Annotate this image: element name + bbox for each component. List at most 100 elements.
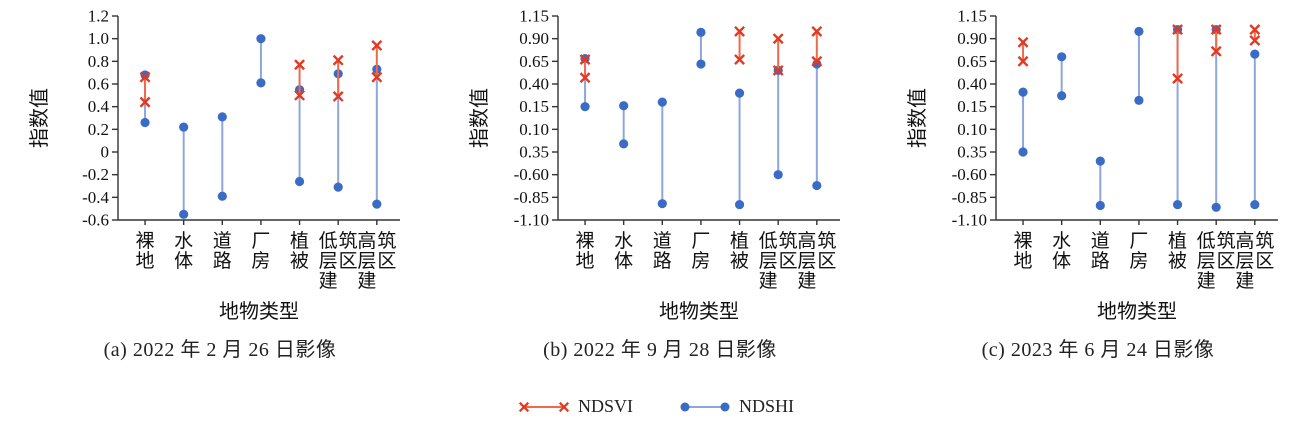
series-ndsvi <box>139 40 383 108</box>
chart-panel-b: 1.15 0.90 0.65 0.40 0.15 0.10 0.35 -0.60 -0.85 -1… <box>440 0 880 361</box>
legend-item-ndsvi: NDSVI <box>518 396 633 417</box>
svg-text:-1.10: -1.10 <box>952 211 987 230</box>
svg-text:层: 层 <box>797 251 816 272</box>
legend-label-ndshi: NDSHI <box>739 396 795 416</box>
svg-text:建: 建 <box>759 270 778 292</box>
chart-b-caption: (b) 2022 年 9 月 28 日影像 <box>543 339 777 361</box>
svg-text:水: 水 <box>614 230 633 252</box>
svg-text:区: 区 <box>1217 251 1236 272</box>
chart-c-plot: 1.15 0.90 0.65 0.40 0.15 0.10 0.35 -0.60 -0.85 -1… <box>906 7 1278 323</box>
svg-text:筑: 筑 <box>1255 230 1274 252</box>
svg-text:筑: 筑 <box>377 230 396 252</box>
svg-text:-1.10: -1.10 <box>514 211 549 230</box>
svg-text:建: 建 <box>357 270 376 292</box>
svg-text:0.40: 0.40 <box>519 75 549 94</box>
svg-text:-0.60: -0.60 <box>514 165 549 184</box>
chart-a-caption: (a) 2022 年 2 月 26 日影像 <box>103 339 337 361</box>
svg-text:0.90: 0.90 <box>957 29 987 48</box>
svg-text:0: 0 <box>101 143 110 162</box>
svg-text:路: 路 <box>213 250 232 272</box>
svg-text:水: 水 <box>1052 230 1071 252</box>
x-axis-title: 地物类型 <box>219 300 299 323</box>
svg-text:-0.60: -0.60 <box>952 165 987 184</box>
svg-text:层: 层 <box>1197 251 1216 272</box>
svg-text:被: 被 <box>730 250 749 272</box>
svg-text:道: 道 <box>1091 230 1110 252</box>
svg-text:地: 地 <box>136 250 155 272</box>
chart-panel-a: 1.2 1.0 0.8 0.6 0.4 0.2 0 -0.2 -0.4 -0.6 裸地水体道路厂房植… <box>0 0 440 361</box>
svg-text:0.10: 0.10 <box>957 120 987 139</box>
svg-text:低: 低 <box>759 230 778 252</box>
svg-text:0.2: 0.2 <box>88 120 109 139</box>
x-axis-title: 地物类型 <box>659 300 739 323</box>
svg-text:0.15: 0.15 <box>957 97 987 116</box>
svg-text:层: 层 <box>1235 251 1254 272</box>
svg-text:-0.6: -0.6 <box>82 211 109 230</box>
svg-text:地: 地 <box>1014 250 1033 272</box>
svg-text:-0.4: -0.4 <box>82 188 109 207</box>
svg-text:水: 水 <box>174 230 193 252</box>
series-ndshi <box>580 27 822 210</box>
y-axis-title: 指数值 <box>28 88 51 148</box>
svg-text:房: 房 <box>251 250 270 272</box>
svg-text:-0.85: -0.85 <box>514 188 549 207</box>
axes <box>552 15 840 225</box>
y-tick-labels: 1.15 0.90 0.65 0.40 0.15 0.10 0.35 -0.60 -0.85 -1… <box>514 7 549 230</box>
legend-item-ndshi: NDSHI <box>679 396 794 417</box>
y-axis-title: 指数值 <box>468 88 491 148</box>
series-ndshi <box>1018 25 1260 212</box>
svg-text:0.65: 0.65 <box>957 52 987 71</box>
svg-text:体: 体 <box>174 250 193 272</box>
svg-text:被: 被 <box>290 250 309 272</box>
series-ndshi <box>140 34 382 219</box>
svg-text:筑: 筑 <box>1217 230 1236 252</box>
svg-text:0.15: 0.15 <box>519 97 549 116</box>
svg-text:被: 被 <box>1168 250 1187 272</box>
axes <box>112 15 400 225</box>
svg-text:区: 区 <box>377 251 396 272</box>
svg-text:房: 房 <box>691 250 710 272</box>
svg-text:0.35: 0.35 <box>519 143 549 162</box>
svg-text:高: 高 <box>797 230 816 252</box>
svg-text:植: 植 <box>290 230 309 252</box>
svg-text:1.0: 1.0 <box>88 29 109 48</box>
chart-legend: NDSVI NDSHI <box>446 396 866 417</box>
chart-a-plot: 1.2 1.0 0.8 0.6 0.4 0.2 0 -0.2 -0.4 -0.6 裸地水体道路厂房植… <box>28 7 400 323</box>
svg-text:低: 低 <box>1197 230 1216 252</box>
svg-text:层: 层 <box>759 251 778 272</box>
svg-text:-0.2: -0.2 <box>82 165 109 184</box>
legend-label-ndsvi: NDSVI <box>577 396 633 416</box>
svg-text:0.8: 0.8 <box>88 52 109 71</box>
svg-text:厂: 厂 <box>691 231 710 252</box>
series-ndsvi <box>1017 24 1261 85</box>
svg-text:0.65: 0.65 <box>519 52 549 71</box>
svg-text:厂: 厂 <box>1129 231 1148 252</box>
svg-text:厂: 厂 <box>251 231 270 252</box>
svg-text:植: 植 <box>730 230 749 252</box>
svg-text:建: 建 <box>1235 270 1254 292</box>
svg-text:建: 建 <box>797 270 816 292</box>
series-ndsvi <box>579 25 823 84</box>
svg-text:0.35: 0.35 <box>957 143 987 162</box>
svg-text:低: 低 <box>319 230 338 252</box>
svg-text:路: 路 <box>653 250 672 272</box>
x-axis-title: 地物类型 <box>1097 300 1177 323</box>
chart-c-caption: (c) 2023 年 6 月 24 日影像 <box>981 339 1215 361</box>
axes <box>990 15 1278 225</box>
svg-text:区: 区 <box>779 251 798 272</box>
svg-text:地: 地 <box>576 250 595 272</box>
svg-text:0.6: 0.6 <box>88 75 109 94</box>
svg-text:0.90: 0.90 <box>519 29 549 48</box>
svg-text:筑: 筑 <box>339 230 358 252</box>
svg-text:1.15: 1.15 <box>519 7 549 26</box>
svg-text:体: 体 <box>614 250 633 272</box>
svg-text:植: 植 <box>1168 230 1187 252</box>
y-axis-title: 指数值 <box>906 88 929 148</box>
svg-text:建: 建 <box>319 270 338 292</box>
svg-text:道: 道 <box>653 230 672 252</box>
chart-panel-c: 1.15 0.90 0.65 0.40 0.15 0.10 0.35 -0.60 -0.85 -1… <box>878 0 1305 361</box>
svg-text:区: 区 <box>339 251 358 272</box>
